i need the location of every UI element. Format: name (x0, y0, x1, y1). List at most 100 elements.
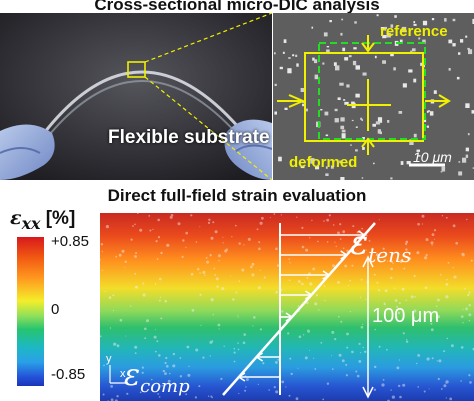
speckle-dot (161, 385, 163, 387)
sem-particle (355, 149, 358, 152)
speckle-dot (339, 223, 342, 226)
speckle-dot (165, 356, 168, 360)
speckle-dot (186, 345, 190, 349)
speckle-dot (347, 285, 349, 287)
speckle-dot (373, 273, 376, 276)
sem-particle (433, 90, 437, 94)
sem-particle (296, 63, 299, 67)
speckle-dot (361, 227, 364, 230)
speckle-dot (351, 350, 354, 354)
speckle-dot (437, 377, 440, 381)
speckle-dot (166, 365, 169, 368)
speckle-dot (258, 241, 261, 244)
speckle-dot (368, 240, 371, 242)
speckle-dot (250, 265, 253, 269)
speckle-dot (403, 267, 406, 270)
sem-particle (375, 121, 381, 125)
sem-particle (456, 76, 460, 80)
speckle-dot (257, 383, 259, 385)
speckle-dot (277, 358, 280, 361)
speckle-dot (342, 247, 345, 250)
speckle-dot (223, 345, 225, 347)
sem-particle (426, 125, 429, 128)
sem-particle (325, 173, 329, 176)
sem-particle (287, 68, 292, 74)
speckle-dot (405, 299, 408, 301)
compression-symbol: ε (124, 358, 141, 393)
sem-particle (339, 160, 343, 164)
speckle-dot (154, 283, 157, 285)
speckle-dot (113, 342, 117, 346)
speckle-dot (172, 364, 176, 368)
speckle-dot (461, 252, 465, 256)
speckle-dot (243, 333, 246, 336)
sem-particle (416, 149, 420, 152)
sem-particle (467, 47, 470, 50)
speckle-dot (157, 236, 161, 239)
colorbar-max-label: +0.85 (51, 233, 89, 250)
speckle-dot (398, 359, 400, 361)
strain-arrow-head (357, 230, 366, 240)
sem-particle (429, 111, 434, 116)
speckle-dot (375, 253, 379, 257)
speckle-dot (157, 393, 160, 395)
speckle-dot (199, 226, 201, 228)
speckle-dot (244, 389, 247, 392)
sem-particle (387, 120, 390, 123)
title-strain-evaluation: Direct full-field strain evaluation (107, 186, 367, 205)
speckle-dot (194, 396, 197, 399)
speckle-dot (215, 277, 219, 281)
sem-particle (390, 53, 394, 57)
speckle-dot (304, 356, 308, 360)
sem-particle (340, 32, 343, 36)
speckle-dot (116, 344, 120, 348)
sem-particle (413, 23, 417, 26)
sem-particle (344, 57, 349, 61)
speckle-dot (112, 309, 115, 312)
speckle-dot (217, 254, 221, 258)
speckle-dot (334, 241, 336, 243)
speckle-dot (109, 327, 112, 329)
speckle-dot (288, 258, 290, 260)
speckle-dot (259, 328, 262, 331)
speckle-dot (115, 255, 118, 258)
sem-particle (302, 101, 305, 104)
speckle-dot (338, 315, 340, 318)
sem-particle (393, 67, 396, 71)
speckle-dot (103, 364, 105, 367)
sem-particle (325, 134, 329, 137)
speckle-dot (288, 279, 291, 281)
speckle-dot (148, 215, 151, 217)
sem-particle (354, 21, 357, 24)
sem-particle (278, 156, 282, 162)
speckle-dot (167, 379, 171, 383)
speckle-dot (116, 395, 119, 398)
sem-particle (355, 126, 358, 128)
sem-particle (413, 133, 417, 138)
speckle-dot (358, 360, 362, 363)
sem-particle (346, 84, 350, 88)
speckle-dot (378, 289, 381, 292)
speckle-dot (382, 379, 385, 381)
speckle-dot (462, 308, 464, 310)
deformed-label: deformed (289, 154, 358, 171)
strain-field-map: εtens εcomp 100 μm y x (100, 213, 474, 401)
sem-particle (340, 177, 345, 180)
sem-particle (323, 32, 328, 37)
speckle-dot (384, 289, 388, 293)
sem-particle (288, 57, 291, 59)
sem-dic-image: reference deformed 10 μm (273, 13, 474, 180)
speckle-dot (195, 241, 198, 243)
speckle-dot (446, 279, 448, 281)
sem-particle (377, 117, 383, 123)
sem-particle (384, 29, 387, 31)
speckle-dot (191, 308, 195, 312)
sem-particle (452, 18, 456, 22)
sem-particle (428, 110, 430, 112)
sem-particle (314, 74, 319, 80)
sem-particle (468, 49, 473, 55)
speckle-dot (460, 346, 464, 349)
speckle-dot (381, 383, 385, 387)
sem-particle (302, 103, 305, 107)
speckle-dot (157, 218, 160, 222)
